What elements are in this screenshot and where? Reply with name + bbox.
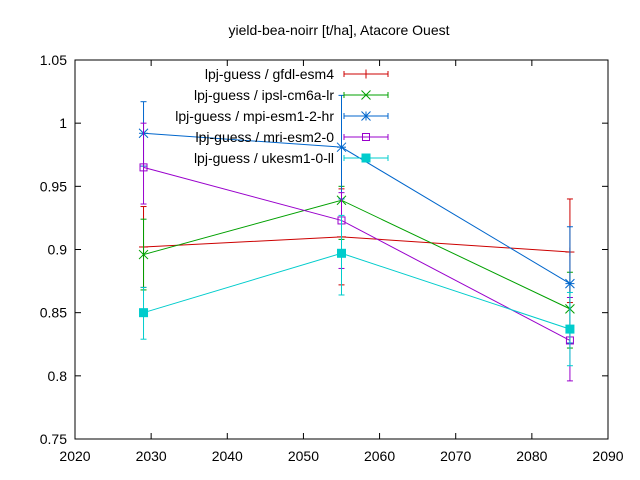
y-tick-label: 0.95 [40, 178, 67, 194]
data-point-d2 [336, 142, 347, 153]
x-tick-label: 2060 [364, 448, 395, 464]
legend-marker [361, 69, 371, 79]
data-point-sq [565, 324, 575, 334]
legend-label: lpj-guess / ipsl-cm6a-lr [194, 87, 334, 103]
data-point-sq [139, 308, 149, 318]
data-point [139, 308, 149, 318]
x-tick-label: 2070 [440, 448, 471, 464]
y-tick-label: 0.75 [40, 431, 67, 447]
legend-entry: lpj-guess / gfdl-esm4 [205, 66, 389, 82]
legend-marker-sq [362, 133, 370, 141]
y-tick-label: 1.05 [40, 52, 67, 68]
chart-title: yield-bea-noirr [t/ha], Atacore Ouest [229, 22, 450, 38]
data-point [336, 142, 347, 153]
series-2 [138, 185, 575, 349]
legend-entry: lpj-guess / ipsl-cm6a-lr [194, 87, 389, 103]
y-tick-label: 0.8 [48, 368, 68, 384]
legend-marker [361, 90, 371, 100]
legend-label: lpj-guess / gfdl-esm4 [205, 66, 334, 82]
legend-marker [361, 153, 371, 163]
legend-entry: lpj-guess / ukesm1-0-ll [194, 150, 389, 166]
data-point-sq [139, 163, 148, 172]
series-line [143, 236, 570, 253]
data-point [139, 163, 148, 172]
y-tick-label: 0.85 [40, 305, 67, 321]
series-line [143, 199, 571, 310]
legend-marker [362, 133, 370, 141]
legend-marker-d2 [361, 111, 371, 121]
series-1 [139, 188, 575, 304]
series-3 [138, 94, 575, 344]
data-point-sq [337, 248, 346, 258]
data-point [138, 249, 149, 260]
data-point-d2 [138, 249, 149, 260]
series-line [143, 252, 571, 330]
legend-label: lpj-guess / mpi-esm1-2-hr [175, 108, 334, 124]
legend-entry: lpj-guess / mri-esm2-0 [196, 129, 389, 145]
data-point [337, 248, 346, 258]
series-5 [139, 214, 575, 367]
data-point-d2 [565, 278, 575, 289]
x-tick-label: 2030 [136, 448, 167, 464]
data-point [565, 324, 575, 334]
y-tick-label: 1 [59, 115, 67, 131]
legend-marker-sq [361, 153, 371, 163]
legend-entry: lpj-guess / mpi-esm1-2-hr [175, 108, 389, 124]
y-tick-label: 0.9 [48, 242, 68, 258]
x-tick-label: 2040 [212, 448, 243, 464]
x-tick-label: 2080 [516, 448, 547, 464]
x-tick-label: 2090 [592, 448, 623, 464]
legend-label: lpj-guess / mri-esm2-0 [196, 129, 335, 145]
legend-marker-d2 [361, 90, 371, 100]
x-tick-label: 2020 [59, 448, 90, 464]
data-point [565, 278, 575, 289]
series-line [143, 166, 571, 341]
legend-marker [361, 111, 371, 121]
legend-label: lpj-guess / ukesm1-0-ll [194, 150, 334, 166]
x-tick-label: 2050 [288, 448, 319, 464]
